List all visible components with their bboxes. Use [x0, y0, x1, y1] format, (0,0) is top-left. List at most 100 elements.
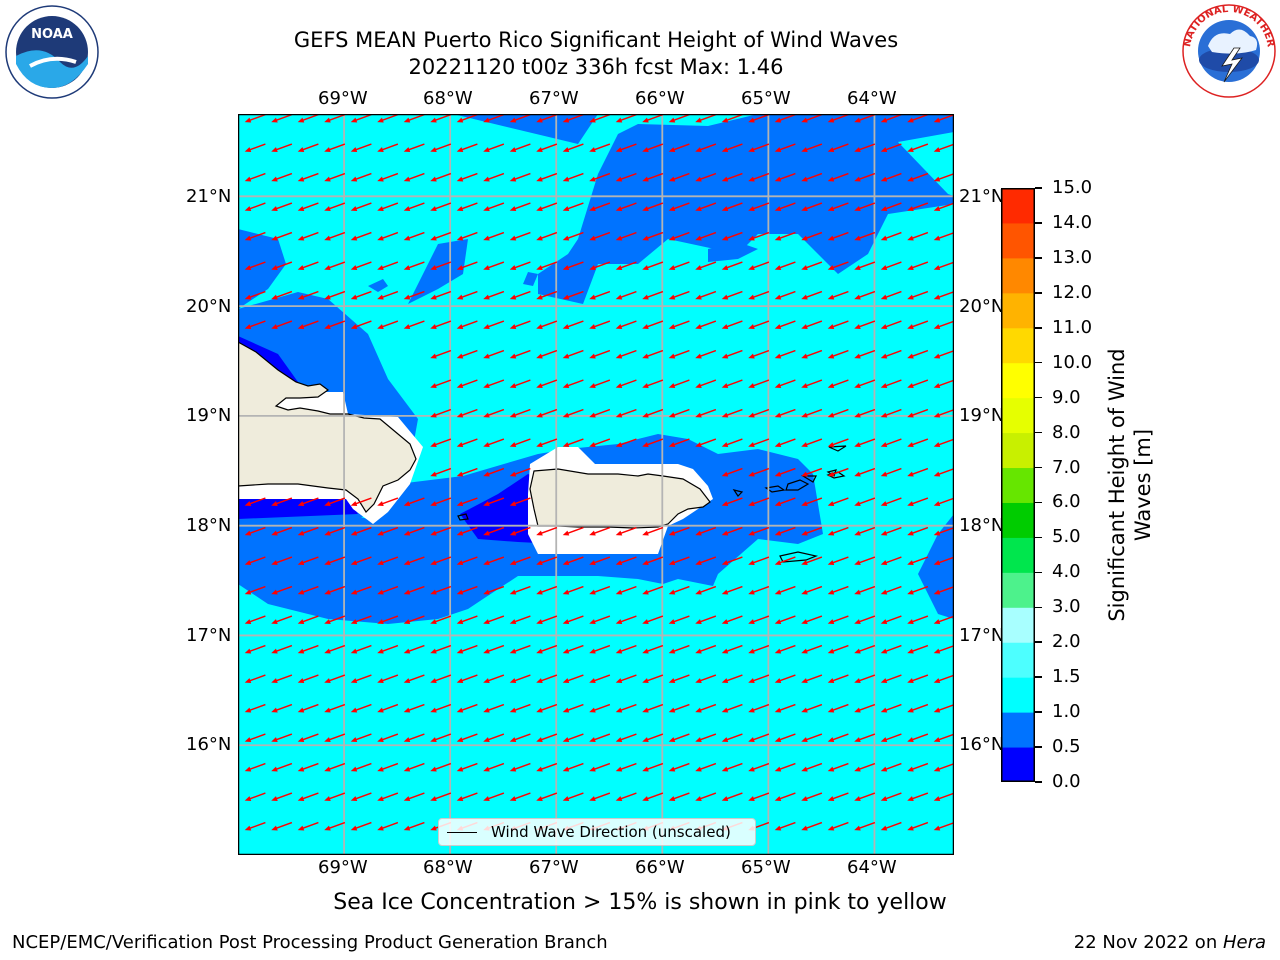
wind-arrow [774, 408, 796, 418]
wind-arrow [536, 438, 558, 447]
wind-arrow [907, 320, 929, 329]
wind-arrow [403, 526, 425, 536]
wind-arrow [509, 379, 531, 388]
wind-arrow [695, 320, 717, 329]
wind-arrow [721, 674, 743, 683]
wind-arrow [642, 703, 664, 713]
wind-arrow [456, 585, 478, 595]
wind-arrow [642, 349, 664, 359]
wind-arrow [933, 261, 954, 270]
wind-arrow [562, 644, 584, 654]
wind-arrow [324, 585, 346, 595]
wind-arrow [244, 821, 266, 831]
wind-arrow [827, 821, 849, 831]
wind-arrow [271, 172, 293, 182]
wind-arrow [907, 290, 929, 300]
wind-arrow [456, 172, 478, 182]
wind-arrow [403, 585, 425, 595]
wind-arrow [324, 202, 346, 211]
wind-arrow [615, 143, 637, 152]
wind-arrow [907, 674, 929, 683]
wind-arrow [907, 231, 929, 241]
wind-arrow [827, 261, 849, 270]
footer-branch: NCEP/EMC/Verification Post Processing Pr… [12, 932, 608, 953]
wind-arrow [562, 792, 584, 801]
wind-arrow [377, 526, 399, 536]
wind-arrow [721, 408, 743, 418]
lon-label-top: 69°W [318, 88, 368, 109]
wind-arrow [271, 114, 293, 123]
wind-arrow [403, 674, 425, 683]
wind-arrow [430, 290, 452, 300]
wind-arrow [536, 261, 558, 270]
wind-arrow [536, 172, 558, 182]
wind-arrow [827, 320, 849, 329]
wind-arrow [589, 703, 611, 713]
wind-arrow [774, 438, 796, 447]
wind-arrow [827, 143, 849, 152]
wind-arrow [271, 526, 293, 536]
wind-arrow [854, 644, 876, 654]
wind-arrow [721, 202, 743, 211]
wind-wave-map[interactable] [238, 114, 954, 855]
wind-arrow [271, 762, 293, 772]
wind-arrow [244, 172, 266, 182]
wind-arrow [377, 762, 399, 772]
wind-arrow [271, 497, 293, 506]
lat-label-left: 19°N [186, 405, 232, 426]
wind-arrow [324, 703, 346, 713]
noaa-logo: NOAA [5, 5, 99, 99]
colorbar-tick-mark [1035, 466, 1042, 469]
wind-arrow [403, 762, 425, 772]
wind-arrow [589, 556, 611, 565]
wind-arrow [827, 674, 849, 683]
wind-arrow [695, 733, 717, 742]
lat-label-right: 18°N [959, 515, 1005, 536]
wind-arrow [907, 349, 929, 359]
wind-arrow [562, 615, 584, 624]
wind-arrow [456, 349, 478, 359]
wind-arrow [933, 762, 954, 772]
wind-arrow [854, 733, 876, 742]
wind-arrow [350, 585, 372, 595]
wind-arrow [615, 261, 637, 270]
wind-arrow [748, 320, 770, 329]
wind-arrow [324, 733, 346, 742]
colorbar-tick-label: 1.5 [1052, 666, 1081, 688]
hispaniola-land [238, 341, 417, 513]
colorbar-tick-label: 13.0 [1052, 246, 1093, 268]
wind-arrow [324, 143, 346, 152]
colorbar-swatch [1001, 397, 1035, 434]
wind-arrow [324, 231, 346, 241]
wind-arrow [324, 821, 346, 831]
wind-arrow [324, 526, 346, 536]
wind-arrow [721, 733, 743, 742]
colorbar-tick-label: 4.0 [1052, 561, 1081, 583]
wind-arrow [668, 644, 690, 654]
wind-arrow [244, 703, 266, 713]
wind-arrow [589, 320, 611, 329]
wind-arrow [615, 792, 637, 801]
wind-arrow [748, 792, 770, 801]
wind-arrow [589, 172, 611, 182]
wind-arrow [907, 143, 929, 152]
wind-arrow [403, 556, 425, 565]
wind-arrow [589, 585, 611, 595]
wind-arrow [615, 526, 637, 536]
wind-arrow [642, 172, 664, 182]
wind-arrow [244, 615, 266, 624]
wind-arrow [801, 644, 823, 654]
wind-arrow [483, 762, 505, 772]
wind-arrow [483, 379, 505, 388]
wind-arrow [350, 733, 372, 742]
wind-arrow [880, 290, 902, 300]
wind-arrow [642, 143, 664, 152]
wind-arrow [509, 202, 531, 211]
wind-arrow [615, 556, 637, 565]
wind-arrow [668, 379, 690, 388]
wind-arrow [642, 202, 664, 211]
wind-arrow [324, 114, 346, 123]
lat-label-right: 19°N [959, 405, 1005, 426]
wind-arrow [562, 379, 584, 388]
lon-label-top: 67°W [529, 88, 579, 109]
